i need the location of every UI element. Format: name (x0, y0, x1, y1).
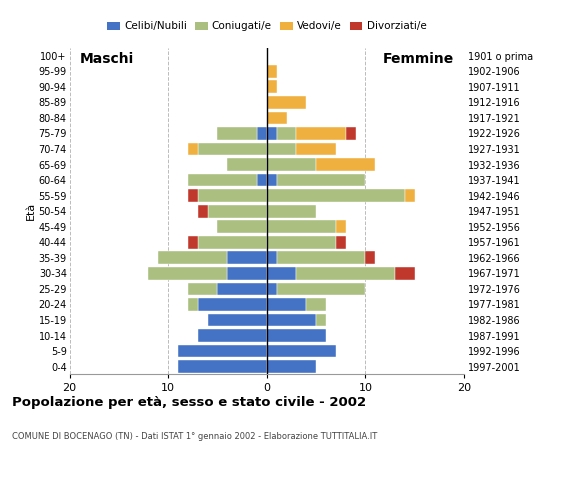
Bar (188, 283, 218, 295)
Bar (316, 313, 326, 326)
Bar (267, 174, 277, 187)
Bar (227, 158, 267, 171)
Bar (405, 189, 415, 202)
Bar (306, 298, 326, 311)
Bar (267, 298, 306, 311)
Bar (336, 220, 346, 233)
Bar (296, 127, 346, 140)
Bar (277, 174, 365, 187)
Bar (188, 174, 257, 187)
Bar (257, 174, 267, 187)
Bar (188, 189, 198, 202)
Bar (267, 96, 306, 109)
Bar (208, 205, 267, 217)
Text: Popolazione per età, sesso e stato civile - 2002: Popolazione per età, sesso e stato civil… (12, 396, 366, 409)
Bar (277, 127, 296, 140)
Bar (365, 252, 375, 264)
Bar (316, 158, 375, 171)
Bar (296, 143, 336, 156)
Bar (218, 220, 267, 233)
Bar (267, 111, 287, 124)
Bar (277, 252, 365, 264)
Bar (267, 143, 296, 156)
Text: Femmine: Femmine (383, 52, 454, 66)
Bar (227, 252, 267, 264)
Bar (218, 283, 267, 295)
Bar (188, 143, 198, 156)
Bar (178, 345, 267, 358)
Bar (267, 220, 336, 233)
Text: COMUNE DI BOCENAGO (TN) - Dati ISTAT 1° gennaio 2002 - Elaborazione TUTTITALIA.I: COMUNE DI BOCENAGO (TN) - Dati ISTAT 1° … (12, 432, 377, 441)
Bar (188, 298, 198, 311)
Bar (336, 236, 346, 249)
Bar (208, 313, 267, 326)
Bar (267, 158, 316, 171)
Bar (267, 236, 336, 249)
Bar (277, 283, 365, 295)
Bar (267, 205, 316, 217)
Bar (148, 267, 227, 280)
Bar (267, 345, 336, 358)
Bar (395, 267, 415, 280)
Text: Maschi: Maschi (79, 52, 134, 66)
Bar (267, 252, 277, 264)
Bar (296, 267, 395, 280)
Bar (178, 360, 267, 373)
Bar (218, 127, 257, 140)
Bar (267, 127, 277, 140)
Legend: Celibi/Nubili, Coniugati/e, Vedovi/e, Divorziati/e: Celibi/Nubili, Coniugati/e, Vedovi/e, Di… (103, 17, 430, 36)
Bar (267, 81, 277, 93)
Bar (346, 127, 356, 140)
Bar (267, 65, 277, 78)
Bar (267, 189, 405, 202)
Bar (198, 298, 267, 311)
Bar (267, 267, 296, 280)
Bar (198, 236, 267, 249)
Bar (267, 283, 277, 295)
Bar (267, 360, 316, 373)
Bar (198, 143, 267, 156)
Bar (267, 313, 316, 326)
Bar (257, 127, 267, 140)
Bar (188, 236, 198, 249)
Bar (227, 267, 267, 280)
Bar (198, 205, 208, 217)
Bar (267, 329, 326, 342)
Y-axis label: Età: Età (26, 202, 35, 220)
Bar (198, 329, 267, 342)
Bar (158, 252, 227, 264)
Bar (198, 189, 267, 202)
